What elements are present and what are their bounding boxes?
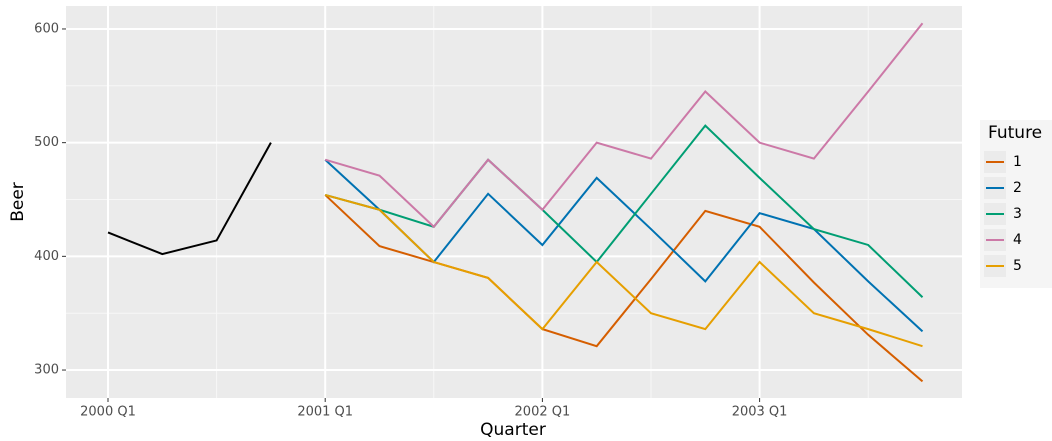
forecast-line [324, 22, 924, 229]
legend-text: 3 [1013, 206, 1022, 222]
x-tick-label: 2002 Q1 [515, 405, 571, 420]
y-axis-title: Beer [8, 182, 28, 222]
y-tick-label: 600 [34, 21, 59, 36]
y-tick-label: 500 [34, 135, 59, 150]
legend-text: 2 [1013, 180, 1022, 196]
legend-text: 4 [1013, 232, 1022, 248]
x-tick-label: 2003 Q1 [732, 405, 788, 420]
forecast-line [324, 194, 924, 383]
legend-text: 1 [1013, 154, 1022, 170]
y-tick-label: 400 [34, 249, 59, 264]
x-tick-label: 2001 Q1 [297, 405, 353, 420]
history-line [107, 142, 272, 256]
x-tick-label: 2000 Q1 [80, 405, 136, 420]
y-tick-label: 300 [34, 363, 59, 378]
forecast-line [324, 193, 923, 348]
legend-title: Future [988, 123, 1042, 143]
legend-text: 5 [1013, 258, 1022, 274]
panel [66, 6, 962, 398]
forecast-line [324, 124, 924, 298]
x-axis-title: Quarter [480, 420, 546, 440]
